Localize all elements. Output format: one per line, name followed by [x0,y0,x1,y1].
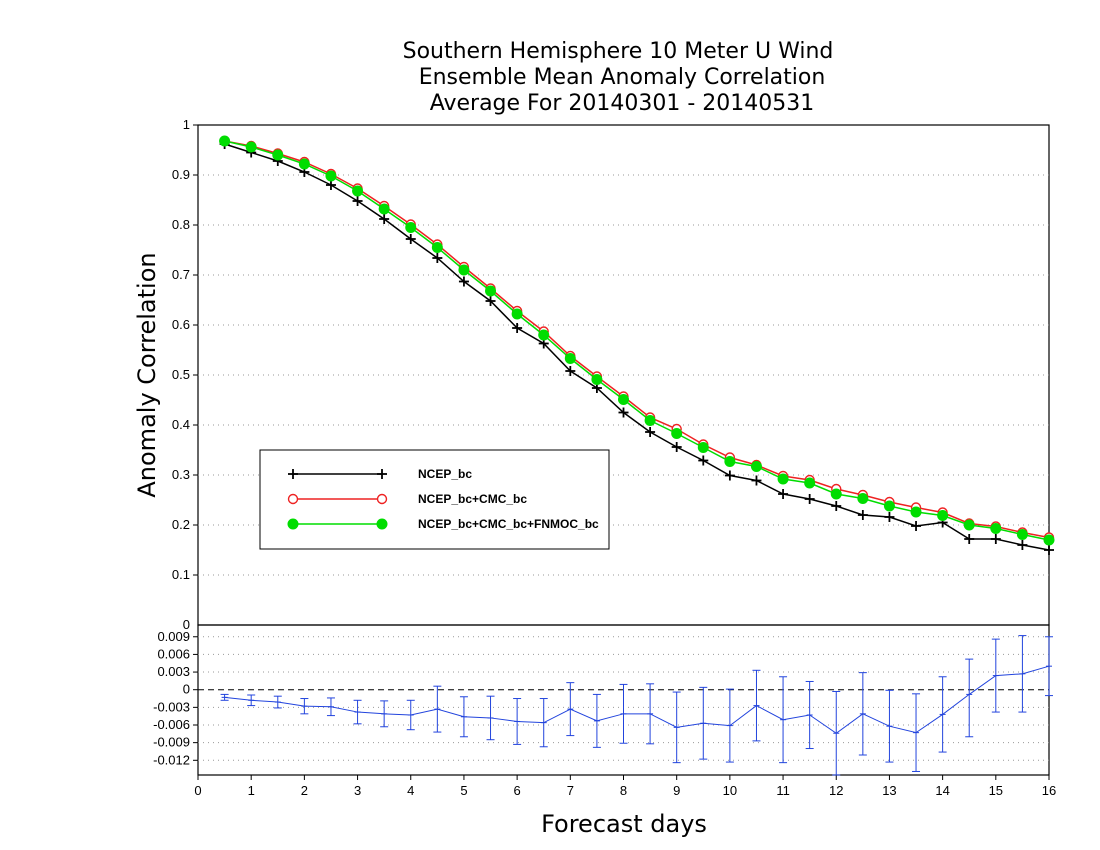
legend: NCEP_bc NCEP_bc+CMC_bc NCEP_bc+CMC_bc+FNMO… [259,449,610,550]
data-point [378,203,390,215]
data-point [458,264,470,276]
xtick-label: 2 [301,783,308,798]
legend-marker [376,493,388,505]
legend-entry-1: NCEP_bc+CMC_bc [287,492,527,506]
diff-ytick-label: 0.003 [157,664,190,679]
data-point [724,456,736,467]
main-ytick-label: 0.1 [172,567,190,582]
data-point [883,500,895,512]
data-point [538,329,550,341]
title-line-2: Ensemble Mean Anomaly Correlation [419,65,826,90]
legend-label: NCEP_bc [418,467,472,481]
xtick-label: 11 [776,783,790,798]
xtick-label: 5 [460,783,467,798]
legend-marker [287,493,299,505]
xtick-label: 15 [989,783,1003,798]
data-point [298,158,310,170]
xtick-label: 4 [407,783,414,798]
xtick-label: 9 [673,783,680,798]
data-point [272,149,284,161]
legend-label: NCEP_bc+CMC_bc+FNMOC_bc [418,517,599,531]
data-point [219,135,231,147]
legend-label: NCEP_bc+CMC_bc [418,492,527,506]
diff-ytick-label: -0.006 [153,717,190,732]
data-point [1016,529,1028,540]
data-point [830,488,842,500]
main-ytick-label: 0.4 [172,417,190,432]
main-ytick-label: 0.6 [172,317,190,332]
diff-ytick-label: 0 [183,682,190,697]
xtick-label: 1 [248,783,255,798]
diff-ytick-label: 0.009 [157,629,190,644]
main-ytick-label: 1 [183,117,190,132]
data-point [777,473,789,485]
data-point [245,141,257,153]
xtick-label: 14 [935,783,949,798]
diff-ytick-label: 0.006 [157,646,190,661]
data-point [697,442,709,453]
diff-ytick-label: -0.009 [153,735,190,750]
data-point [431,242,443,253]
series-2 [219,135,1055,546]
difference-panel: -0.012 -0.009 -0.006 -0.003 0 0.003 0.006 0.009… [153,624,1056,798]
chart-title: Southern Hemisphere 10 Meter U Wind Ense… [403,39,834,116]
main-ytick-label: 0.7 [172,267,190,282]
xtick-label: 3 [354,783,361,798]
data-point [644,415,656,426]
data-point [485,285,497,297]
data-point [511,308,523,320]
main-ytick-label: 0.2 [172,517,190,532]
main-ytick-label: 0.9 [172,167,190,182]
data-point [750,461,762,472]
data-point [352,185,364,197]
data-point [591,374,603,385]
series-line [224,143,1050,551]
data-point [804,477,816,489]
y-axis-label: Anomaly Correlation [133,252,161,497]
data-point [1043,534,1055,546]
data-point [325,170,337,182]
data-point [857,493,869,504]
main-ytick-label: 0.5 [172,367,190,382]
data-point [963,519,975,531]
data-point [990,523,1002,534]
xtick-label: 7 [567,783,574,798]
xtick-label: 12 [829,783,843,798]
data-point [937,510,949,521]
legend-entry-2: NCEP_bc+CMC_bc+FNMOC_bc [287,517,599,531]
legend-marker [376,518,388,530]
xtick-label: 0 [194,783,201,798]
data-point [910,506,922,518]
main-ytick-label-zero: 0 [183,617,190,632]
main-ytick-label: 0.3 [172,467,190,482]
legend-marker [287,518,299,530]
title-line-3: Average For 20140301 - 20140531 [430,91,815,116]
xtick-label: 13 [882,783,896,798]
main-ytick-label: 0.8 [172,217,190,232]
data-point [671,428,683,439]
data-point [564,353,576,364]
legend-entry-0: NCEP_bc [288,467,472,481]
diff-ytick-label: -0.003 [153,699,190,714]
data-point [405,222,417,233]
xtick-label: 6 [514,783,521,798]
diff-series [220,635,1053,776]
xtick-label: 10 [723,783,737,798]
diff-ytick-label: -0.012 [153,752,190,767]
data-point [618,394,629,405]
main-panel: 0.1 0.2 0.3 0.4 0.5 0.6 0.7 0.8 0.9 1 0 [172,117,1055,632]
xtick-label: 16 [1042,783,1056,798]
x-axis-label: Forecast days [541,810,707,838]
xtick-label: 8 [620,783,627,798]
diff-line [224,665,1050,734]
title-line-1: Southern Hemisphere 10 Meter U Wind [403,39,834,64]
